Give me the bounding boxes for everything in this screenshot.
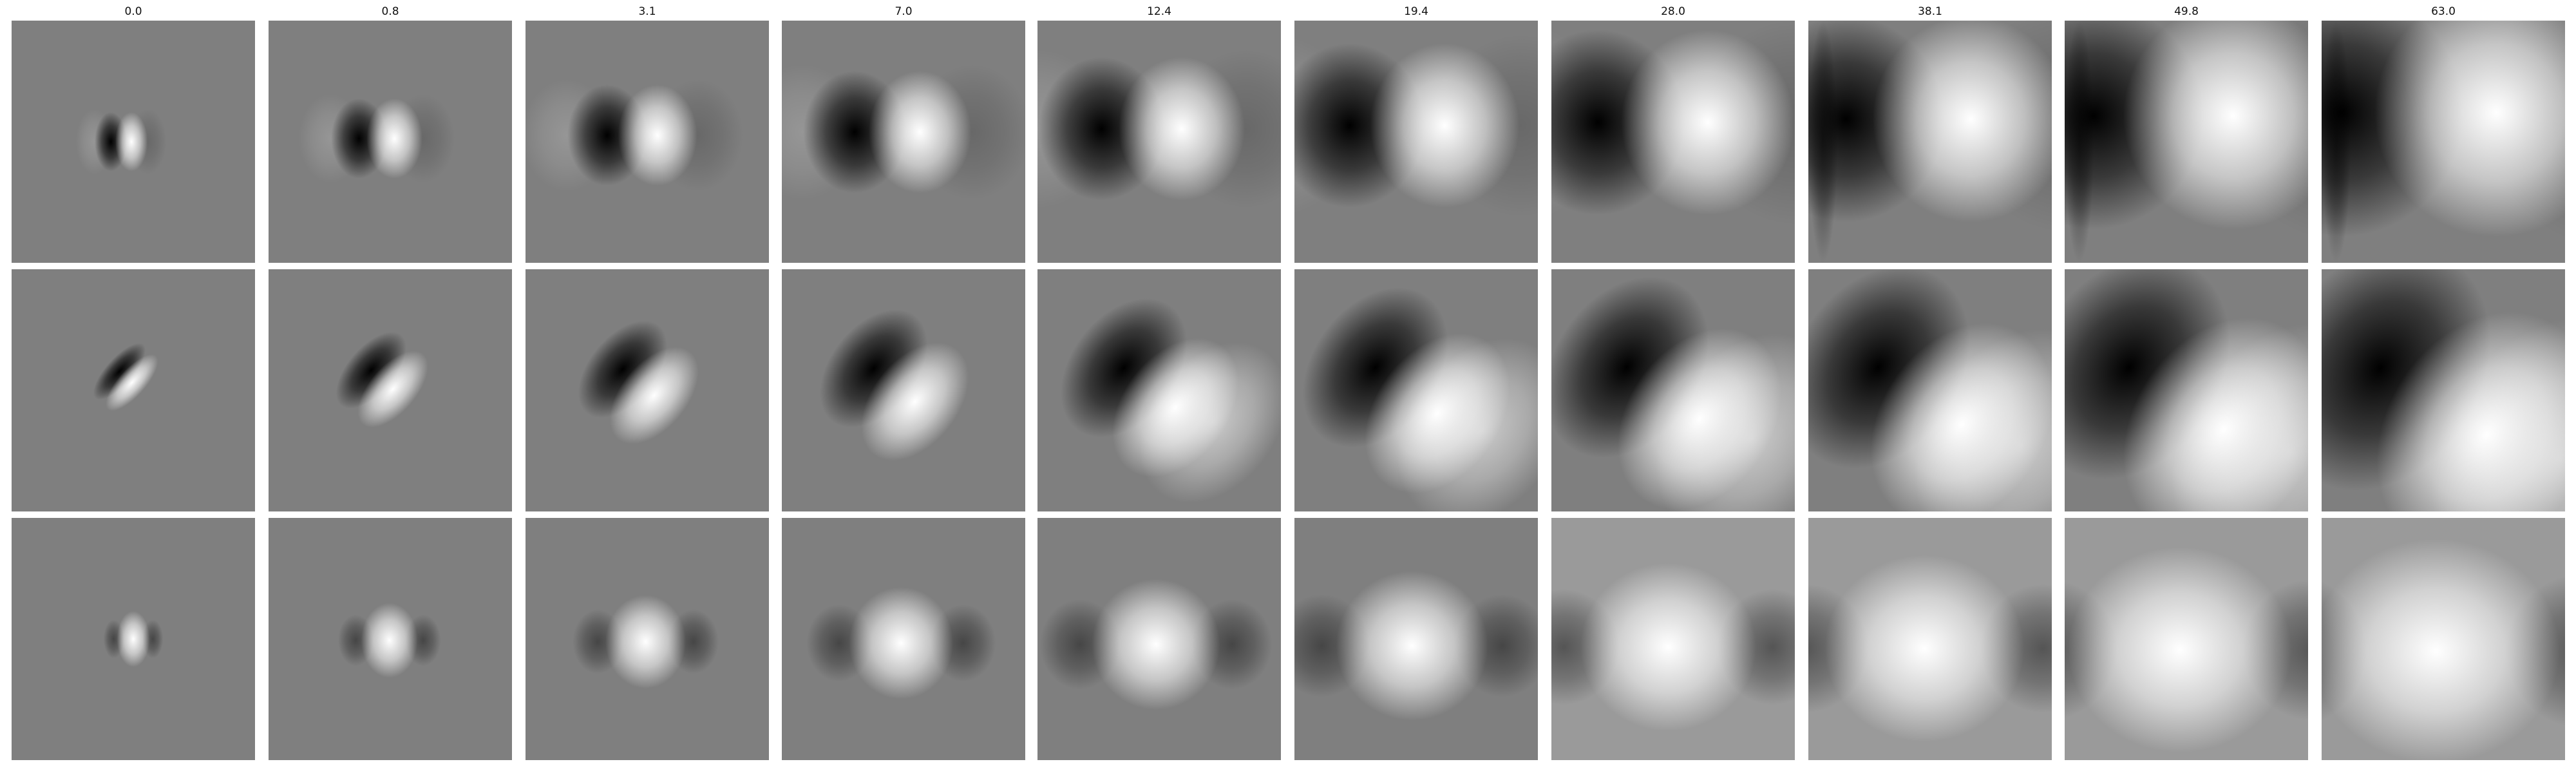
filter-image xyxy=(1037,269,1281,511)
filter-panel xyxy=(782,21,1025,263)
filter-panel xyxy=(12,518,255,760)
filter-image xyxy=(12,518,255,760)
filter-panel xyxy=(1294,269,1538,511)
filter-image xyxy=(1294,21,1538,263)
filter-image xyxy=(2065,269,2308,511)
filter-image xyxy=(2322,21,2565,263)
filter-image xyxy=(269,21,512,263)
filter-image xyxy=(1551,518,1795,760)
column-title: 19.4 xyxy=(1404,5,1428,18)
filter-panel xyxy=(2322,21,2565,263)
column-title: 28.0 xyxy=(1661,5,1685,18)
filter-panel xyxy=(526,21,769,263)
filter-panel xyxy=(1551,269,1795,511)
column-title: 63.0 xyxy=(2431,5,2456,18)
filter-panel xyxy=(526,269,769,511)
filter-panel xyxy=(12,21,255,263)
filter-image xyxy=(2065,518,2308,760)
filter-panel xyxy=(2065,21,2308,263)
filter-panel xyxy=(782,518,1025,760)
filter-panel xyxy=(1294,21,1538,263)
filter-panel xyxy=(1037,21,1281,263)
filter-image xyxy=(1808,21,2052,263)
filter-image xyxy=(1551,21,1795,263)
filter-panel xyxy=(1551,518,1795,760)
column-title: 49.8 xyxy=(2174,5,2199,18)
filter-panel xyxy=(1294,518,1538,760)
column-title: 7.0 xyxy=(895,5,913,18)
filter-image xyxy=(12,269,255,511)
column-title: 0.0 xyxy=(124,5,142,18)
filter-image xyxy=(1808,518,2052,760)
column-title: 38.1 xyxy=(1918,5,1942,18)
filter-image xyxy=(2065,21,2308,263)
filter-panel xyxy=(526,518,769,760)
filter-image xyxy=(1037,518,1281,760)
filter-image xyxy=(782,269,1025,511)
filter-panel xyxy=(1808,269,2052,511)
filter-panel xyxy=(782,269,1025,511)
filter-image xyxy=(782,21,1025,263)
filter-image xyxy=(1551,269,1795,511)
filter-image xyxy=(526,518,769,760)
filter-panel xyxy=(1037,518,1281,760)
filter-image xyxy=(526,269,769,511)
filter-image xyxy=(782,518,1025,760)
filter-panel xyxy=(269,518,512,760)
filter-image xyxy=(269,518,512,760)
column-title: 12.4 xyxy=(1147,5,1171,18)
filter-panel xyxy=(1037,269,1281,511)
filter-image xyxy=(1294,518,1538,760)
filter-panel xyxy=(2065,518,2308,760)
filter-image xyxy=(2322,269,2565,511)
filter-image xyxy=(526,21,769,263)
filter-panel xyxy=(1808,21,2052,263)
filter-panel xyxy=(12,269,255,511)
filter-panel xyxy=(2322,518,2565,760)
filter-panel xyxy=(269,21,512,263)
filter-image xyxy=(1037,21,1281,263)
filter-image xyxy=(1808,269,2052,511)
filter-image xyxy=(1294,269,1538,511)
filter-panel xyxy=(269,269,512,511)
filter-panel xyxy=(1551,21,1795,263)
column-title: 3.1 xyxy=(638,5,656,18)
filter-image xyxy=(12,21,255,263)
filter-panel xyxy=(2322,269,2565,511)
filter-panel xyxy=(1808,518,2052,760)
filter-image xyxy=(2322,518,2565,760)
column-title: 0.8 xyxy=(381,5,399,18)
filter-panel xyxy=(2065,269,2308,511)
filter-image xyxy=(269,269,512,511)
